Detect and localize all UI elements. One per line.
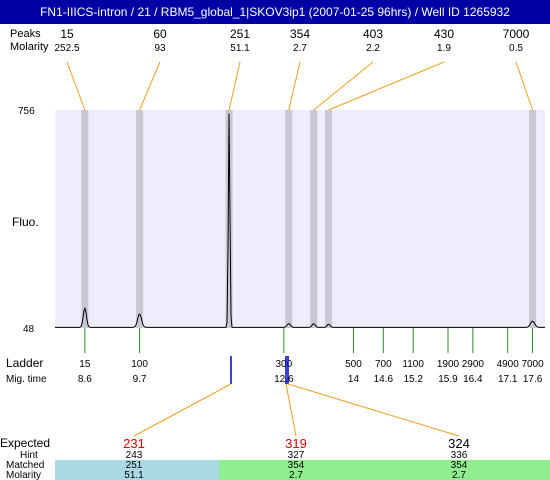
molarity-result-label: Molarity — [6, 470, 41, 480]
ladder-size-label: 700 — [375, 359, 392, 370]
peak-size-label: 60 — [153, 27, 167, 41]
ladder-migtime-label: 9.7 — [133, 374, 147, 385]
peak-connector — [328, 61, 445, 111]
matched-value: 354 — [288, 460, 305, 471]
chart-title: FN1-IIICS-intron / 21 / RBM5_global_1|SK… — [0, 0, 550, 24]
ladder-migtime-label: 12.6 — [274, 374, 294, 385]
peak-size-label: 354 — [290, 27, 310, 41]
expected-connector — [133, 383, 232, 437]
hint-value: 327 — [288, 450, 305, 461]
plot-area — [55, 110, 545, 328]
expected-value: 319 — [285, 436, 307, 451]
expected-value: 231 — [123, 436, 145, 451]
peak-molarity-label: 2.2 — [366, 43, 380, 54]
matched-molarity-value: 51.1 — [124, 470, 144, 480]
ladder-migtime-label: 15.9 — [438, 374, 458, 385]
hint-value: 336 — [451, 450, 468, 461]
ladder-size-label: 1900 — [437, 359, 460, 370]
matched-value: 354 — [451, 460, 468, 471]
expected-value: 324 — [448, 436, 470, 451]
ladder-size-label: 7000 — [521, 359, 544, 370]
peak-band — [81, 110, 89, 328]
peak-connector — [66, 61, 86, 111]
peak-connector — [313, 61, 374, 111]
ladder-size-label: 500 — [345, 359, 362, 370]
ladder-migtime-label: 17.1 — [498, 374, 518, 385]
matched-row-label: Matched — [6, 460, 44, 471]
ladder-size-label: 2900 — [462, 359, 485, 370]
ladder-migtime-label: 16.4 — [463, 374, 483, 385]
fluorescence-trace — [55, 113, 545, 328]
peak-size-label: 7000 — [503, 27, 530, 41]
ladder-size-label: 300 — [275, 359, 292, 370]
expected-connector — [287, 383, 460, 437]
peak-band — [325, 110, 333, 328]
matched-molarity-value: 2.7 — [289, 470, 303, 480]
ladder-migtime-label: 14.6 — [374, 374, 394, 385]
y-min-label: 48 — [23, 324, 35, 335]
ladder-migtime-label: 14 — [348, 374, 360, 385]
hint-row-label: Hint — [20, 450, 38, 461]
ladder-migtime-label: 8.6 — [78, 374, 92, 385]
ladder-size-label: 15 — [79, 359, 91, 370]
peak-connector — [139, 61, 161, 111]
peak-molarity-label: 2.7 — [293, 43, 307, 54]
ladder-migtime-label: 17.6 — [523, 374, 543, 385]
peak-connector — [515, 61, 534, 111]
peak-molarity-label: 0.5 — [509, 43, 523, 54]
matched-band-1 — [55, 460, 219, 480]
matched-band-2 — [219, 460, 550, 480]
molarity-row-label: Molarity — [10, 41, 49, 53]
ladder-size-label: 1100 — [402, 359, 424, 370]
peak-size-label: 403 — [363, 27, 383, 41]
peak-band — [225, 110, 233, 328]
hint-value: 243 — [126, 450, 143, 461]
y-max-label: 756 — [18, 106, 35, 117]
peak-molarity-label: 51.1 — [230, 43, 250, 54]
peaks-row-label: Peaks — [10, 28, 41, 40]
peak-connector — [288, 61, 301, 111]
matched-value: 251 — [126, 460, 143, 471]
expected-connector — [285, 383, 297, 437]
peak-size-label: 15 — [60, 27, 74, 41]
peak-size-label: 251 — [230, 27, 250, 41]
peak-molarity-label: 252.5 — [54, 43, 79, 54]
y-axis-label: Fluo. — [12, 215, 39, 229]
peak-band — [136, 110, 144, 328]
peak-molarity-label: 93 — [154, 43, 166, 54]
peak-connector — [228, 61, 241, 111]
expected-row-label: Expected — [0, 436, 50, 450]
ladder-size-label: 4900 — [497, 359, 520, 370]
peak-size-label: 430 — [434, 27, 454, 41]
migtime-row-label: Mig. time — [6, 374, 47, 385]
ladder-row-label: Ladder — [6, 356, 43, 370]
ladder-size-label: 100 — [131, 359, 148, 370]
peak-molarity-label: 1.9 — [437, 43, 451, 54]
peak-band — [310, 110, 318, 328]
peak-band — [285, 110, 293, 328]
peak-band — [529, 110, 537, 328]
matched-molarity-value: 2.7 — [452, 470, 466, 480]
ladder-migtime-label: 15.2 — [403, 374, 423, 385]
